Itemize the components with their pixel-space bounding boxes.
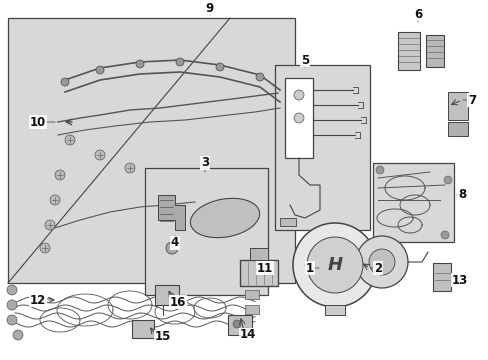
Text: 9: 9 [205,1,214,14]
Text: 7: 7 [467,94,475,107]
Circle shape [368,249,394,275]
Circle shape [232,320,241,328]
Circle shape [256,73,264,81]
Text: 3: 3 [201,157,209,170]
Circle shape [96,66,104,74]
Circle shape [40,243,50,253]
Bar [145,168,267,295]
Circle shape [61,78,69,86]
Bar [372,163,453,242]
Bar [432,263,450,291]
Circle shape [45,220,55,230]
Bar [447,92,467,120]
Text: 2: 2 [373,261,381,274]
Circle shape [176,58,183,66]
Circle shape [136,60,143,68]
Bar [274,65,369,230]
Bar [285,78,312,158]
Bar [8,18,294,283]
Text: 15: 15 [155,330,171,343]
Text: 5: 5 [300,54,308,67]
Circle shape [7,285,17,295]
Circle shape [355,236,407,288]
Text: 13: 13 [451,274,467,287]
Text: 14: 14 [239,328,256,342]
Text: 6: 6 [413,8,421,21]
Text: 16: 16 [169,296,186,309]
Circle shape [65,135,75,145]
Bar [244,290,259,299]
Circle shape [95,150,105,160]
Circle shape [293,90,304,100]
Circle shape [293,113,304,123]
Bar [280,218,295,226]
Text: 10: 10 [30,116,46,129]
Ellipse shape [190,198,259,238]
Text: H: H [327,256,342,274]
Text: 12: 12 [30,293,46,306]
Text: 11: 11 [256,261,273,274]
Circle shape [125,163,135,173]
Circle shape [375,166,383,174]
Bar [397,32,419,70]
Text: 4: 4 [170,237,179,249]
Bar [132,320,154,338]
Circle shape [165,242,178,254]
Bar [249,248,267,260]
Circle shape [7,315,17,325]
Bar [425,35,443,67]
Bar [155,285,179,305]
Circle shape [13,330,23,340]
Bar [244,305,259,314]
Text: 1: 1 [305,261,313,274]
Circle shape [440,231,448,239]
Polygon shape [158,195,184,230]
Circle shape [306,237,362,293]
Text: 8: 8 [457,189,465,202]
Bar [447,122,467,136]
Bar [325,305,345,315]
Circle shape [7,300,17,310]
Bar [227,315,251,335]
Circle shape [50,195,60,205]
Circle shape [55,170,65,180]
Bar [240,260,278,286]
Circle shape [292,223,376,307]
Circle shape [443,176,451,184]
Circle shape [216,63,224,71]
